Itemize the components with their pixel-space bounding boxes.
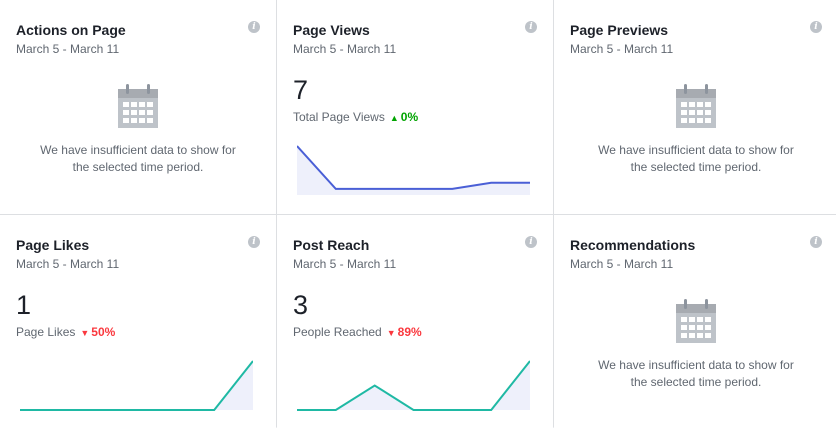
- metric-value: 3: [293, 290, 309, 320]
- trend-down-icon: ▼: [386, 328, 396, 338]
- sparkline-area: [297, 361, 530, 410]
- info-icon[interactable]: i: [248, 21, 260, 33]
- sparkline-area: [297, 146, 530, 195]
- trend-down-icon: ▼: [80, 328, 90, 338]
- card-recommendations[interactable]: Recommendations March 5 - March 11 i We …: [554, 215, 836, 428]
- empty-state: We have insufficient data to show for th…: [0, 84, 276, 176]
- card-title: Page Previews: [570, 22, 669, 38]
- card-page-previews[interactable]: Page Previews March 5 - March 11 i We ha…: [554, 0, 836, 214]
- card-actions-on-page[interactable]: Actions on Page March 5 - March 11 i We …: [0, 0, 276, 214]
- card-date-range: March 5 - March 11: [570, 42, 674, 56]
- empty-state: We have insufficient data to show for th…: [554, 299, 836, 391]
- metric-summary: People Reached ▼ 89%: [293, 325, 422, 339]
- calendar-icon: [676, 299, 716, 343]
- empty-state: We have insufficient data to show for th…: [554, 84, 836, 176]
- card-date-range: March 5 - March 11: [293, 257, 397, 271]
- metric-value: 7: [293, 75, 309, 105]
- card-title: Page Views: [293, 22, 370, 38]
- info-icon[interactable]: i: [810, 21, 822, 33]
- info-icon[interactable]: i: [525, 236, 537, 248]
- calendar-icon: [118, 84, 158, 128]
- metric-label: Page Likes: [16, 325, 76, 339]
- card-title: Page Likes: [16, 237, 90, 253]
- card-post-reach[interactable]: Post Reach March 5 - March 11 i 3 People…: [277, 215, 553, 428]
- sparkline-page-likes: [20, 360, 253, 411]
- metric-change: 0%: [400, 110, 419, 124]
- empty-message: We have insufficient data to show for th…: [40, 143, 236, 174]
- calendar-icon: [676, 84, 716, 128]
- sparkline-line: [297, 145, 530, 190]
- info-icon[interactable]: i: [248, 236, 260, 248]
- sparkline-line: [297, 360, 530, 411]
- card-date-range: March 5 - March 11: [293, 42, 397, 56]
- sparkline-line: [20, 360, 253, 411]
- metric-label: People Reached: [293, 325, 382, 339]
- card-title: Recommendations: [570, 237, 696, 253]
- sparkline-area: [20, 361, 253, 410]
- card-date-range: March 5 - March 11: [16, 257, 120, 271]
- metric-label: Total Page Views: [293, 110, 385, 124]
- metric-change: 50%: [91, 325, 116, 339]
- empty-message: We have insufficient data to show for th…: [598, 143, 794, 174]
- card-date-range: March 5 - March 11: [16, 42, 120, 56]
- info-icon[interactable]: i: [525, 21, 537, 33]
- sparkline-page-views: [297, 145, 530, 195]
- card-title: Post Reach: [293, 237, 370, 253]
- trend-up-icon: ▲: [389, 113, 399, 123]
- card-page-likes[interactable]: Page Likes March 5 - March 11 i 1 Page L…: [0, 215, 276, 428]
- card-date-range: March 5 - March 11: [570, 257, 674, 271]
- card-page-views[interactable]: Page Views March 5 - March 11 i 7 Total …: [277, 0, 553, 214]
- card-title: Actions on Page: [16, 22, 126, 38]
- info-icon[interactable]: i: [810, 236, 822, 248]
- metric-summary: Page Likes ▼ 50%: [16, 325, 115, 339]
- metric-change: 89%: [397, 325, 422, 339]
- metric-summary: Total Page Views ▲ 0%: [293, 110, 418, 124]
- metric-value: 1: [16, 290, 32, 320]
- sparkline-post-reach: [297, 360, 530, 411]
- empty-message: We have insufficient data to show for th…: [598, 358, 794, 389]
